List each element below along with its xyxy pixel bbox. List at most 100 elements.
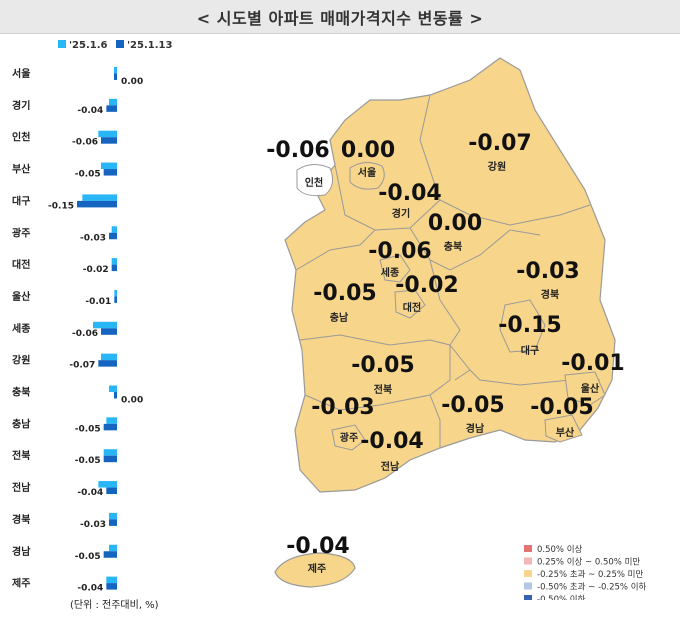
category-label: 울산: [12, 290, 31, 303]
bar: [106, 583, 117, 590]
category-label: 대구: [12, 194, 30, 207]
region-name: 세종: [381, 266, 399, 279]
legend-swatch: [524, 557, 532, 565]
region-value: -0.04: [378, 181, 441, 206]
category-label: 경기: [12, 99, 30, 112]
gyeongnam-boundary: [429, 369, 471, 448]
region-value: -0.05: [351, 353, 414, 378]
incheon-shape: [296, 164, 334, 197]
category-label: 경북: [12, 513, 30, 526]
data-label: -0.03: [80, 520, 106, 530]
region-name: 전북: [374, 383, 392, 396]
bar: [93, 321, 117, 329]
bar: [98, 130, 117, 138]
region-name: 대구: [521, 344, 539, 357]
region-name: 인천: [305, 176, 323, 189]
bar: [111, 226, 117, 233]
bar: [101, 162, 117, 170]
bar: [111, 258, 117, 265]
category-label: 전남: [12, 481, 31, 494]
ulsan-shape: [564, 371, 606, 406]
chungnam-boundary: [295, 229, 451, 346]
region-value: -0.05: [441, 393, 504, 418]
bar: [111, 264, 117, 272]
region-name: 경북: [541, 288, 559, 301]
data-label: -0.06: [72, 329, 98, 339]
region-value: -0.06: [266, 138, 329, 163]
region-value: -0.01: [561, 351, 624, 376]
legend-swatch: [524, 582, 532, 590]
region-value: -0.06: [368, 239, 431, 264]
legend-label: '25.1.6: [69, 40, 108, 51]
bar: [114, 296, 117, 303]
region-name: 전남: [381, 460, 400, 473]
legend-swatch: [58, 40, 66, 48]
region-name: 제주: [308, 562, 326, 575]
bar: [109, 519, 117, 526]
region-name: 경남: [466, 422, 485, 435]
region-name: 충북: [444, 240, 462, 253]
sejong-shape: [379, 254, 411, 283]
bar: [82, 194, 117, 201]
legend-label: -0.50% 이하: [537, 594, 586, 600]
data-label: -0.02: [83, 265, 109, 275]
data-label: -0.07: [69, 361, 95, 371]
legend-swatch: [524, 545, 532, 552]
region-value: 0.00: [341, 138, 395, 163]
chungbuk-boundary: [409, 227, 541, 346]
data-label: -0.06: [72, 138, 98, 148]
legend-label: -0.25% 초과 ~ 0.25% 미만: [537, 570, 643, 580]
bar: [101, 353, 117, 361]
bar: [103, 169, 117, 176]
category-label: 강원: [12, 354, 30, 367]
bar: [101, 137, 117, 144]
category-label: 인천: [12, 131, 30, 144]
category-label: 부산: [12, 163, 31, 176]
legend-swatch: [116, 40, 124, 48]
category-label: 대전: [12, 258, 30, 271]
jeonbuk-boundary: [304, 345, 451, 411]
data-label: 0.00: [121, 396, 143, 406]
bar: [98, 360, 117, 367]
category-label: 서울: [12, 67, 30, 80]
data-label: 0.00: [121, 77, 143, 87]
region-value: -0.07: [468, 131, 531, 156]
bar: [101, 328, 117, 335]
legend-label: 0.50% 이상: [537, 544, 583, 555]
bar: [114, 289, 117, 297]
legend-label: '25.1.13: [127, 40, 172, 51]
unit-note: (단위 : 전주대비, %): [70, 600, 159, 611]
region-name: 부산: [556, 426, 575, 439]
daejeon-shape: [394, 289, 426, 319]
bar: [103, 551, 117, 558]
busan-shape: [544, 414, 583, 443]
daegu-shape: [499, 299, 546, 353]
legend-label: -0.50% 초과 ~ -0.25% 이하: [537, 582, 647, 593]
region-value: -0.05: [313, 281, 376, 306]
jeju-shape: [274, 552, 356, 588]
region-name: 서울: [358, 166, 376, 179]
data-label: -0.03: [80, 233, 106, 243]
bar: [98, 481, 117, 488]
region-value: -0.04: [360, 429, 423, 454]
data-label: -0.05: [75, 424, 101, 434]
bar: [114, 67, 117, 74]
bar: [109, 98, 117, 106]
region-value: -0.02: [395, 273, 458, 298]
data-label: -0.04: [77, 488, 103, 498]
map-legend: 0.50% 이상 0.25% 이상 ~ 0.50% 미만 -0.25% 초과 ~ 0…: [524, 544, 647, 600]
region-name: 강원: [488, 160, 506, 173]
legend-swatch: [524, 570, 532, 577]
bar: [103, 423, 117, 431]
data-label: -0.05: [75, 552, 101, 562]
category-label: 세종: [12, 322, 30, 335]
bar: [114, 73, 117, 80]
region-value: -0.15: [498, 313, 561, 338]
bar: [103, 455, 117, 463]
legend-swatch: [524, 595, 532, 600]
region-value: -0.05: [530, 395, 593, 420]
page-title: < 시도별 아파트 매매가격지수 변동률 >: [196, 8, 484, 28]
title-bar: < 시도별 아파트 매매가격지수 변동률 >: [0, 0, 680, 34]
